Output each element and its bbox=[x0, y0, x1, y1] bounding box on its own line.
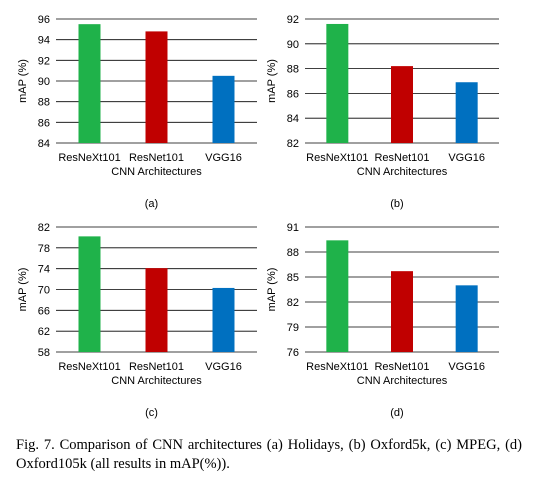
x-category-label: ResNet101 bbox=[129, 361, 184, 373]
y-tick-label: 94 bbox=[38, 35, 50, 47]
y-axis-title: mAP (%) bbox=[17, 59, 29, 103]
chart-panel-a: 84 86 88 90 92 94 96 ResNeXt101 ResNet101 VGG16 mA… bbox=[17, 14, 257, 210]
x-category-label: ResNeXt101 bbox=[58, 361, 120, 373]
bar-resnet101 bbox=[146, 268, 168, 352]
bar-vgg16 bbox=[213, 76, 235, 143]
x-category-label: ResNeXt101 bbox=[306, 361, 368, 373]
bar-vgg16 bbox=[213, 288, 235, 352]
y-tick-label: 76 bbox=[287, 347, 299, 359]
y-axis-title: mAP (%) bbox=[17, 268, 29, 312]
bar-resnext101 bbox=[326, 24, 348, 143]
bar-resnet101 bbox=[391, 66, 413, 143]
x-category-label: VGG16 bbox=[205, 361, 242, 373]
y-tick-label: 92 bbox=[287, 14, 299, 26]
y-tick-label: 88 bbox=[38, 97, 50, 109]
x-axis-title: CNN Architectures bbox=[357, 375, 448, 387]
bar-resnet101 bbox=[391, 271, 413, 352]
y-tick-label: 79 bbox=[287, 322, 299, 334]
bar-resnext101 bbox=[79, 236, 101, 352]
y-tick-label: 82 bbox=[287, 297, 299, 309]
y-tick-label: 58 bbox=[38, 347, 50, 359]
y-tick-label: 96 bbox=[38, 14, 50, 26]
x-category-label: VGG16 bbox=[448, 152, 485, 164]
x-axis-title: CNN Architectures bbox=[357, 166, 448, 178]
y-tick-label: 82 bbox=[38, 222, 50, 234]
x-category-label: ResNet101 bbox=[374, 361, 429, 373]
x-category-label: VGG16 bbox=[205, 152, 242, 164]
x-category-label: ResNeXt101 bbox=[58, 152, 120, 164]
panel-label: (c) bbox=[145, 407, 158, 419]
y-tick-label: 92 bbox=[38, 55, 50, 67]
y-tick-label: 70 bbox=[38, 285, 50, 297]
bar-vgg16 bbox=[456, 285, 478, 352]
y-tick-label: 86 bbox=[38, 117, 50, 129]
x-category-label: ResNet101 bbox=[129, 152, 184, 164]
bar-resnet101 bbox=[146, 31, 168, 143]
x-axis-title: CNN Architectures bbox=[111, 375, 202, 387]
y-tick-label: 88 bbox=[287, 247, 299, 259]
y-tick-label: 88 bbox=[287, 64, 299, 76]
chart-panel-b: 82 84 86 88 90 92 ResNeXt101 ResNet101 VGG16 mAP … bbox=[266, 14, 499, 210]
panel-label: (d) bbox=[390, 407, 403, 419]
panel-label: (b) bbox=[390, 198, 403, 210]
bar-resnext101 bbox=[79, 24, 101, 143]
y-tick-label: 82 bbox=[287, 138, 299, 150]
x-category-label: ResNet101 bbox=[374, 152, 429, 164]
bar-resnext101 bbox=[326, 240, 348, 352]
y-tick-label: 85 bbox=[287, 272, 299, 284]
bar-vgg16 bbox=[456, 82, 478, 143]
y-tick-label: 90 bbox=[287, 39, 299, 51]
y-tick-label: 84 bbox=[287, 113, 299, 125]
figure-caption: Fig. 7. Comparison of CNN architectures … bbox=[16, 436, 522, 474]
x-category-label: VGG16 bbox=[448, 361, 485, 373]
chart-panel-c: 58 62 66 70 74 78 82 ResNeXt101 ResNet101 VGG16 mA… bbox=[17, 222, 257, 419]
y-tick-label: 62 bbox=[38, 326, 50, 338]
y-tick-label: 74 bbox=[38, 264, 50, 276]
y-tick-label: 86 bbox=[287, 88, 299, 100]
y-tick-label: 84 bbox=[38, 138, 50, 150]
y-axis-title: mAP (%) bbox=[266, 268, 278, 312]
y-tick-label: 90 bbox=[38, 76, 50, 88]
y-axis-title: mAP (%) bbox=[266, 59, 278, 103]
y-tick-label: 66 bbox=[38, 305, 50, 317]
y-tick-label: 91 bbox=[287, 222, 299, 234]
y-tick-label: 78 bbox=[38, 243, 50, 255]
x-category-label: ResNeXt101 bbox=[306, 152, 368, 164]
chart-panel-d: 76 79 82 85 88 91 ResNeXt101 ResNet101 VGG16 mAP … bbox=[266, 222, 499, 419]
panel-label: (a) bbox=[145, 198, 158, 210]
x-axis-title: CNN Architectures bbox=[111, 166, 202, 178]
